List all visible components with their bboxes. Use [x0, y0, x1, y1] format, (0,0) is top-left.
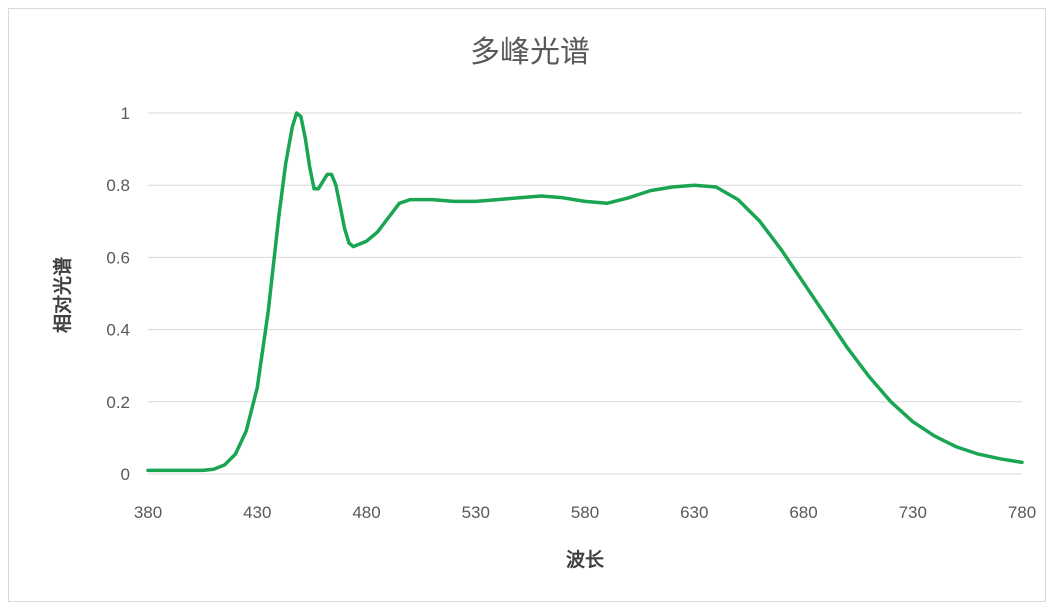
x-tick-label: 580 — [571, 503, 599, 522]
x-axis-ticks: 380 430 480 530 580 630 680 730 780 — [134, 503, 1036, 522]
x-tick-label: 530 — [462, 503, 490, 522]
y-tick-label: 1 — [121, 104, 130, 123]
x-tick-label: 680 — [789, 503, 817, 522]
x-tick-label: 780 — [1008, 503, 1036, 522]
x-tick-label: 430 — [243, 503, 271, 522]
y-axis-ticks: 0 0.2 0.4 0.6 0.8 1 — [106, 104, 130, 484]
series-line-0 — [146, 111, 1024, 473]
x-tick-label: 380 — [134, 503, 162, 522]
x-tick-label: 730 — [899, 503, 927, 522]
gridlines — [148, 112, 1022, 475]
x-tick-label: 480 — [352, 503, 380, 522]
chart-frame — [8, 8, 1046, 602]
y-axis-title: 相对光谱 — [51, 257, 74, 333]
series-layer — [146, 111, 1024, 473]
x-tick-label: 630 — [680, 503, 708, 522]
chart-title: 多峰光谱 — [470, 35, 590, 70]
y-tick-label: 0.6 — [106, 248, 130, 267]
y-tick-label: 0.4 — [106, 321, 130, 340]
y-tick-label: 0 — [121, 465, 130, 484]
y-tick-label: 0.2 — [106, 393, 130, 412]
x-axis-title: 波长 — [566, 548, 605, 571]
y-tick-label: 0.8 — [106, 176, 130, 195]
